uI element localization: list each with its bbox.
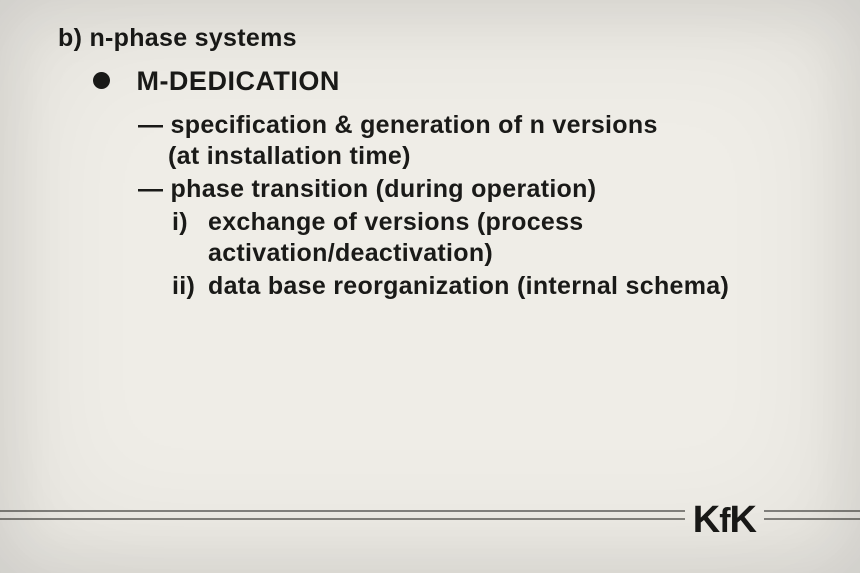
roman-item-2-num: ii) xyxy=(172,271,208,302)
roman-item-1: i) exchange of versions (process activat… xyxy=(172,207,584,268)
dash-item-1-line-1: — specification & generation of n versio… xyxy=(138,110,658,141)
roman-item-2-line-1: data base reorganization (internal schem… xyxy=(208,272,729,300)
kfk-logo-f: f xyxy=(719,502,729,540)
bullet-dot-icon xyxy=(93,72,110,89)
roman-item-2: ii) data base reorganization (internal s… xyxy=(172,271,729,302)
kfk-logo: KfK xyxy=(685,501,764,541)
bullet-title: M-DEDICATION xyxy=(136,66,339,97)
dash-item-1: — specification & generation of n versio… xyxy=(138,110,658,171)
roman-item-1-num: i) xyxy=(172,207,208,238)
bullet-row: M-DEDICATION xyxy=(93,66,340,97)
kfk-logo-k1: K xyxy=(693,499,719,541)
dash-item-2-line-1: — phase transition (during operation) xyxy=(138,174,596,205)
section-heading: b) n-phase systems xyxy=(58,24,297,53)
slide: b) n-phase systems M-DEDICATION — specif… xyxy=(0,0,860,573)
kfk-logo-k2: K xyxy=(730,499,756,541)
dash-item-2: — phase transition (during operation) xyxy=(138,174,596,205)
roman-item-1-line-1: exchange of versions (process xyxy=(208,208,584,236)
roman-item-1-line-2: activation/deactivation) xyxy=(208,239,493,267)
dash-item-1-line-2: (at installation time) xyxy=(138,141,658,172)
